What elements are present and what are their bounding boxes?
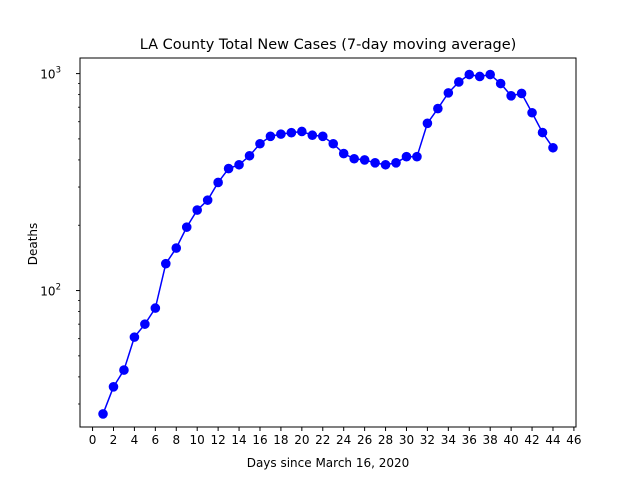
data-point <box>181 222 192 232</box>
x-tick-label: 10 <box>190 433 205 447</box>
plot-frame <box>79 57 577 428</box>
x-tick-label: 12 <box>210 433 225 447</box>
data-point <box>129 332 140 342</box>
data-point <box>140 319 150 329</box>
x-tick-label: 2 <box>110 433 118 447</box>
y-tick-label: 102 <box>40 283 61 299</box>
x-tick-label: 24 <box>336 433 351 447</box>
data-point <box>412 151 422 162</box>
data-point <box>161 258 171 269</box>
x-tick-label: 44 <box>545 433 560 447</box>
x-tick-label: 22 <box>315 433 330 447</box>
x-tick-label: 28 <box>378 433 393 447</box>
data-point <box>548 142 558 153</box>
data-point <box>255 138 265 149</box>
data-point <box>422 118 433 129</box>
data-point <box>516 88 527 99</box>
x-tick-label: 38 <box>483 433 498 447</box>
data-point <box>474 71 485 82</box>
data-point <box>495 78 506 89</box>
x-tick-label: 40 <box>503 433 518 447</box>
data-point <box>454 77 464 87</box>
data-point <box>119 365 129 375</box>
x-tick-label: 0 <box>89 433 97 447</box>
data-point <box>380 159 391 170</box>
x-axis-ticks: 0 2 4 6 8 10 12 14 16 18 20 22 24 26 28 30 32 34 36 38 40 42 4… <box>89 427 582 447</box>
data-point <box>401 151 412 162</box>
data-point <box>286 127 297 138</box>
x-tick-label: 6 <box>152 433 160 447</box>
data-point <box>328 138 339 149</box>
data-point <box>213 177 223 188</box>
data-point <box>223 163 234 174</box>
data-point <box>276 129 286 139</box>
x-tick-label: 34 <box>441 433 456 447</box>
data-point <box>485 69 495 80</box>
x-tick-label: 46 <box>566 433 581 447</box>
data-point <box>244 150 255 161</box>
data-point <box>108 382 119 392</box>
x-tick-label: 4 <box>131 433 139 447</box>
data-point <box>171 243 182 253</box>
data-point <box>150 303 161 313</box>
x-tick-label: 18 <box>273 433 288 447</box>
data-point <box>537 127 548 138</box>
chart-title: LA County Total New Cases (7-day moving … <box>140 37 517 53</box>
data-point <box>98 409 108 419</box>
data-point <box>464 69 475 80</box>
x-tick-label: 36 <box>462 433 477 447</box>
x-tick-label: 32 <box>420 433 435 447</box>
data-point <box>391 158 401 168</box>
x-tick-label: 16 <box>252 433 267 447</box>
y-axis-label: Deaths <box>26 223 40 266</box>
data-point <box>297 126 307 137</box>
data-point <box>234 159 244 170</box>
x-tick-label: 30 <box>399 433 414 447</box>
data-point <box>265 131 276 142</box>
data-point <box>307 130 318 141</box>
data-point <box>370 158 380 168</box>
x-tick-label: 14 <box>231 433 246 447</box>
data-point <box>192 205 202 215</box>
series-layer <box>98 69 558 419</box>
data-point <box>317 131 328 142</box>
x-tick-label: 8 <box>172 433 180 447</box>
data-point <box>349 153 359 164</box>
data-point <box>443 88 454 98</box>
y-tick-label: 103 <box>40 66 61 82</box>
y-axis-ticks: 102 103 <box>40 66 80 405</box>
data-point <box>359 155 370 165</box>
data-point <box>506 91 516 101</box>
x-tick-label: 42 <box>524 433 539 447</box>
x-tick-label: 20 <box>294 433 309 447</box>
x-tick-label: 26 <box>357 433 372 447</box>
data-point <box>527 107 537 118</box>
x-axis-label: Days since March 16, 2020 <box>247 456 410 470</box>
data-point <box>433 103 443 114</box>
data-point <box>202 195 213 205</box>
data-point <box>338 148 349 159</box>
